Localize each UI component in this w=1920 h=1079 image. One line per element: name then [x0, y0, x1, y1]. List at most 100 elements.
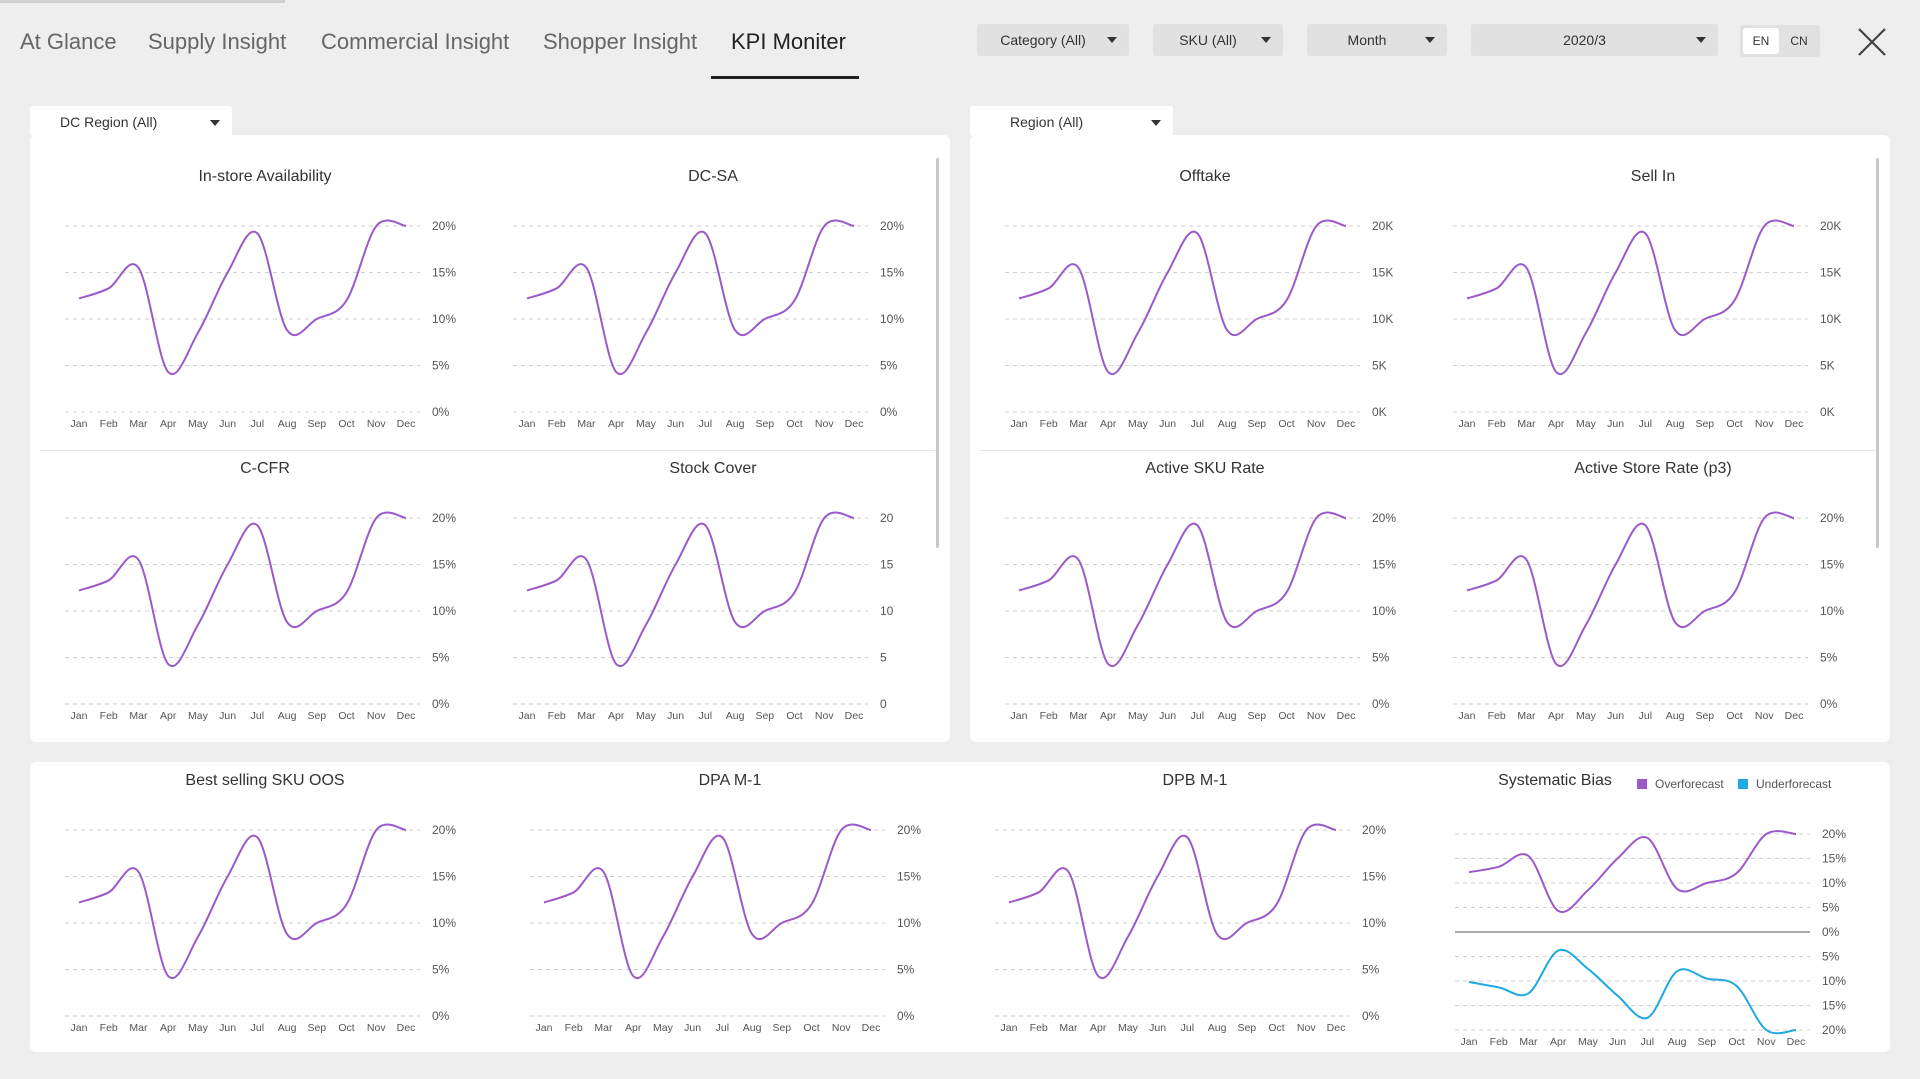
x-tick-label: Jul — [1641, 1036, 1654, 1048]
x-tick-label: Oct — [338, 1022, 354, 1034]
x-tick-label: Mar — [1517, 710, 1536, 722]
x-tick-label: Dec — [1337, 418, 1356, 430]
x-tick-label: Feb — [1040, 418, 1058, 430]
y-tick-label: 0 — [880, 697, 887, 711]
x-tick-label: Feb — [1040, 710, 1058, 722]
x-tick-label: May — [188, 710, 209, 722]
x-tick-label: Sep — [1247, 710, 1266, 722]
y-tick-label: 15% — [432, 870, 456, 884]
dc-region-dropdown[interactable]: DC Region (All) — [30, 106, 232, 136]
y-tick-label: 5% — [1822, 901, 1840, 915]
chart-in-store-availability: In-store Availability 20% 15% 10% 5% 0% Jan Fe… — [50, 168, 480, 438]
panel-divider — [980, 450, 1875, 451]
period-filter-label: Month — [1347, 32, 1387, 48]
x-tick-label: May — [636, 418, 657, 430]
x-tick-label: Sep — [307, 1022, 326, 1034]
y-tick-label: 15% — [432, 266, 456, 280]
y-tick-label: 5% — [432, 359, 450, 373]
x-tick-label: Jun — [219, 418, 236, 430]
x-tick-label: Feb — [548, 710, 566, 722]
tab-at-glance[interactable]: At Glance — [20, 29, 117, 54]
lang-en-button[interactable]: EN — [1743, 28, 1779, 54]
x-tick-label: Nov — [1307, 418, 1326, 430]
series-line — [543, 823, 872, 980]
y-tick-label: 15% — [1820, 558, 1844, 572]
scrollbar[interactable] — [1876, 158, 1879, 548]
x-tick-label: Jan — [71, 1022, 88, 1034]
x-tick-label: Apr — [608, 710, 625, 722]
x-tick-label: Nov — [367, 710, 386, 722]
y-tick-label: 0% — [1362, 1009, 1380, 1023]
chart-title: Active Store Rate (p3) — [1574, 460, 1732, 477]
x-tick-label: Jun — [219, 1022, 236, 1034]
x-tick-label: Jul — [699, 418, 712, 430]
chart-c-cfr: C-CFR 20% 15% 10% 5% 0% Jan Feb Mar Apr May Jun Jul… — [50, 460, 480, 730]
tab-supply-insight[interactable]: Supply Insight — [148, 29, 287, 54]
x-tick-label: Nov — [815, 418, 834, 430]
x-tick-label: Nov — [832, 1022, 851, 1034]
tab-kpi-moniter[interactable]: KPI Moniter — [731, 29, 846, 54]
y-tick-label: 0% — [880, 405, 898, 419]
x-tick-label: Nov — [815, 710, 834, 722]
legend-swatch — [1637, 779, 1647, 789]
category-filter[interactable]: Category (All) — [977, 24, 1129, 56]
y-tick-label: 15% — [1822, 999, 1846, 1013]
sku-filter[interactable]: SKU (All) — [1153, 24, 1283, 56]
x-tick-label: Sep — [1695, 710, 1714, 722]
y-tick-label: 10% — [897, 916, 921, 930]
x-tick-label: Dec — [1327, 1022, 1346, 1034]
x-tick-label: Feb — [1488, 418, 1506, 430]
series-line — [1468, 830, 1797, 913]
active-tab-underline — [711, 76, 859, 79]
y-tick-label: 10K — [1820, 312, 1841, 326]
y-tick-label: 15% — [1822, 852, 1846, 866]
x-tick-label: Mar — [577, 710, 596, 722]
x-tick-label: Jan — [1011, 418, 1028, 430]
chart-title: Stock Cover — [669, 460, 757, 477]
y-tick-label: 5% — [432, 963, 450, 977]
commercial-kpi-panel — [970, 135, 1890, 742]
x-tick-label: Jun — [1607, 710, 1624, 722]
tab-shopper-insight[interactable]: Shopper Insight — [543, 29, 698, 54]
x-tick-label: Jun — [1609, 1036, 1626, 1048]
x-tick-label: Jul — [699, 710, 712, 722]
x-tick-label: Sep — [307, 710, 326, 722]
x-tick-label: Feb — [1488, 710, 1506, 722]
lang-cn-button[interactable]: CN — [1790, 34, 1808, 48]
tab-commercial-insight[interactable]: Commercial Insight — [321, 29, 510, 54]
x-tick-label: Apr — [1548, 418, 1565, 430]
x-tick-label: Mar — [577, 418, 596, 430]
chevron-down-icon — [1107, 37, 1117, 43]
x-tick-label: Jan — [71, 710, 88, 722]
chevron-down-icon — [1151, 120, 1161, 126]
legend-overforecast: Overforecast — [1637, 777, 1724, 791]
series-line — [526, 511, 855, 668]
chart-title: Best selling SKU OOS — [185, 772, 345, 789]
panel-divider — [40, 450, 935, 451]
x-tick-label: Dec — [845, 710, 864, 722]
x-tick-label: Mar — [1069, 418, 1088, 430]
y-tick-label: 0% — [897, 1009, 915, 1023]
region-label: Region (All) — [1010, 114, 1084, 130]
region-dropdown[interactable]: Region (All) — [970, 106, 1173, 136]
date-filter[interactable]: 2020/3 — [1471, 24, 1718, 56]
y-tick-label: 10K — [1372, 312, 1393, 326]
scrollbar[interactable] — [936, 158, 939, 548]
x-tick-label: May — [1128, 418, 1149, 430]
close-button[interactable] — [1856, 26, 1888, 58]
x-tick-label: Nov — [1755, 710, 1774, 722]
y-tick-label: 15K — [1820, 266, 1841, 280]
period-filter[interactable]: Month — [1307, 24, 1447, 56]
chart-title: Systematic Bias — [1498, 772, 1612, 789]
language-toggle: EN CN — [1740, 25, 1820, 57]
chart-title: DC-SA — [688, 168, 738, 185]
close-icon — [1858, 28, 1886, 56]
series-line — [1466, 219, 1795, 376]
x-tick-label: Mar — [129, 1022, 148, 1034]
x-tick-label: Sep — [755, 710, 774, 722]
x-tick-label: Nov — [1757, 1036, 1776, 1048]
chart-stock-cover: Stock Cover 20 15 10 5 0 Jan Feb Mar Apr May Jun Ju… — [498, 460, 928, 730]
chart-title: DPA M-1 — [698, 772, 762, 789]
x-tick-label: May — [1118, 1022, 1139, 1034]
x-tick-label: Sep — [307, 418, 326, 430]
